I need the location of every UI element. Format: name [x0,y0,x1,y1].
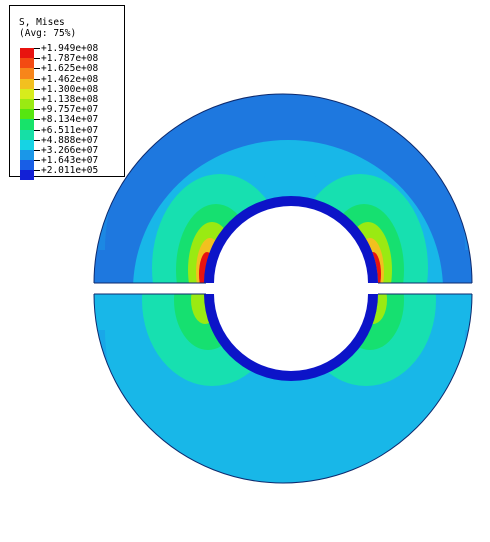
legend-value: +1.787e+08 [41,53,99,65]
legend-entry: +1.462e+08 [34,74,98,85]
legend-swatch [20,88,34,99]
inner-ring-upper [204,196,378,283]
legend-tick [34,78,40,80]
legend-value: +2.011e+05 [41,165,99,177]
legend-value: +9.757e+07 [41,104,99,116]
legend-swatch [20,119,34,130]
legend-tick [34,129,40,131]
legend-tick [34,139,40,141]
legend-entry: +1.625e+08 [34,63,98,74]
legend-value: +1.625e+08 [41,63,99,75]
legend-swatch [20,170,34,181]
legend-entry: +1.138e+08 [34,94,98,105]
legend-tick [34,170,40,172]
legend-value: +1.462e+08 [41,73,99,85]
legend-title: S, Mises [19,17,65,28]
legend-color-bar [20,48,34,181]
legend-tick [34,88,40,90]
legend-value: +6.511e+07 [41,124,99,136]
legend-tick [34,119,40,121]
legend-value: +3.266e+07 [41,145,99,156]
legend-value: +1.643e+07 [41,155,99,167]
legend-tick [34,48,40,49]
legend-swatch [20,149,34,161]
legend-entry: +1.300e+08 [34,84,98,95]
inner-ring-lower [204,294,378,381]
legend-tick [34,58,40,60]
legend-swatch [20,139,34,150]
legend-swatch [20,160,34,171]
legend-swatch [20,129,34,140]
legend-entry: +2.011e+05 [34,165,98,176]
legend-value: +8.134e+07 [41,114,99,126]
legend-entry: +6.511e+07 [34,125,98,136]
legend-swatch [20,98,34,110]
legend-tick [34,99,40,100]
legend-entry: +8.134e+07 [34,114,98,125]
legend-swatch [20,109,34,120]
legend-swatch [20,58,34,69]
legend-tick [34,160,40,162]
legend-tick [34,68,40,70]
legend-value: +4.888e+07 [41,134,99,146]
legend-subtitle: (Avg: 75%) [19,28,77,39]
legend-tick [34,150,40,151]
legend-entry: +9.757e+07 [34,104,98,115]
legend-entry: +1.787e+08 [34,53,98,64]
legend-value: +1.949e+08 [41,43,99,54]
legend-entry: +3.266e+07 [34,145,98,156]
legend-value: +1.300e+08 [41,83,99,95]
legend-swatch [20,48,34,59]
legend-swatch [20,68,34,79]
legend-swatch [20,78,34,89]
contour-legend: S, Mises (Avg: 75%) +1.949e+08 +1.787e+08… [9,5,125,181]
legend-tick [34,109,40,111]
legend-entry: +4.888e+07 [34,135,98,146]
split-gap [90,284,475,293]
legend-entry: +1.643e+07 [34,155,98,166]
legend-entry: +1.949e+08 [34,43,98,54]
legend-value: +1.138e+08 [41,94,99,105]
